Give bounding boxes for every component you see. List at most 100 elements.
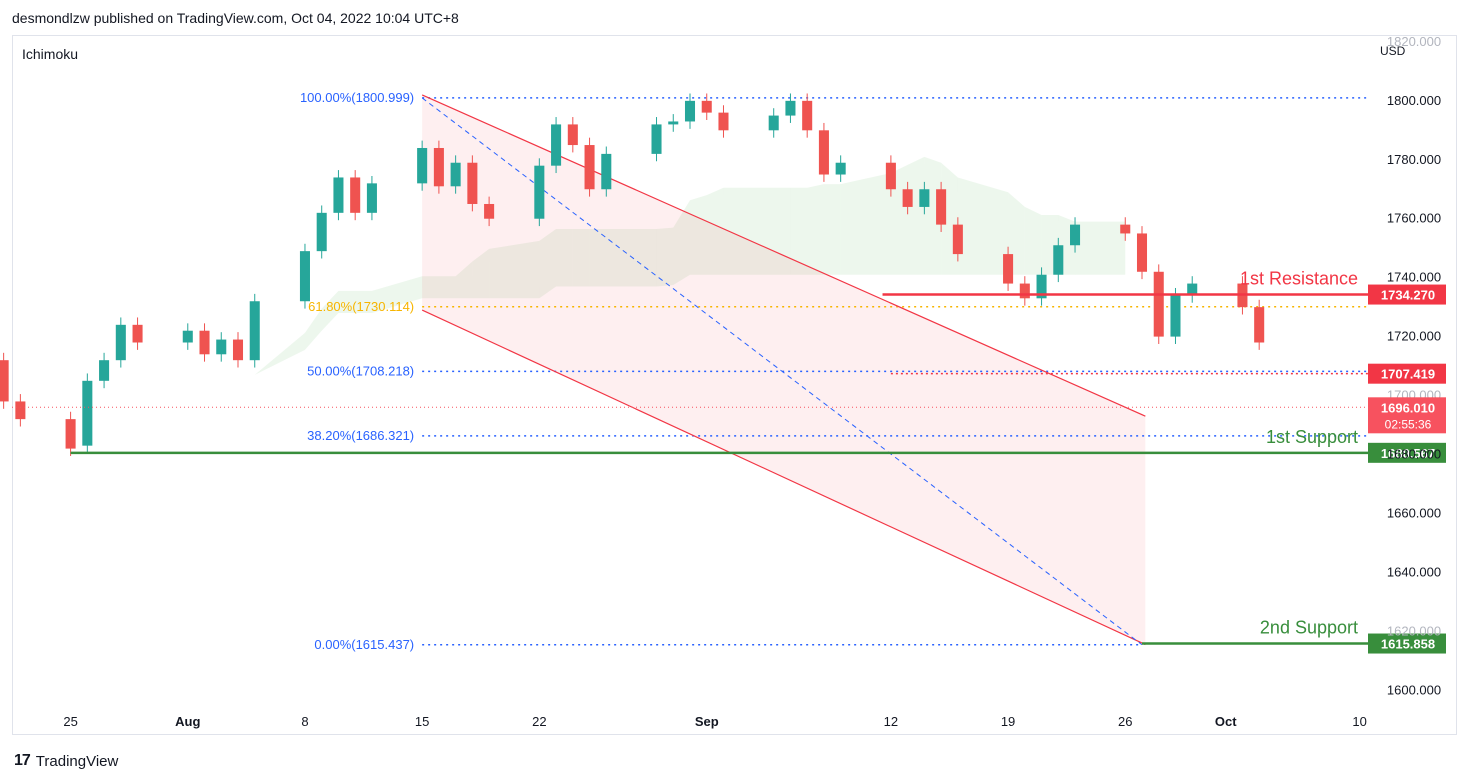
candle-body — [668, 121, 679, 125]
cloud-segment — [371, 276, 423, 314]
cloud-segment — [790, 187, 808, 275]
candle-body — [768, 115, 779, 131]
candle-body — [484, 203, 495, 219]
cloud-segment — [572, 229, 590, 287]
candle-body — [902, 189, 913, 207]
price-tick-label: 1640.000 — [1387, 564, 1441, 579]
channel-area — [422, 94, 1146, 645]
candle-body — [366, 183, 377, 213]
candle-body — [1170, 295, 1181, 337]
candle-body — [316, 212, 327, 252]
candle-body — [1254, 307, 1265, 343]
candle-body — [534, 165, 545, 219]
candle-body — [132, 324, 143, 343]
candle-body — [1136, 233, 1148, 272]
candle-body — [450, 162, 461, 187]
tradingview-brand[interactable]: 17 TradingView — [14, 752, 118, 770]
cloud-segment — [690, 195, 707, 275]
candle-body — [1120, 224, 1131, 234]
cloud-segment — [304, 308, 322, 350]
candle-body — [601, 153, 612, 190]
level-price-text: 1615.858 — [1381, 637, 1435, 652]
cloud-segment — [539, 229, 557, 299]
price-tick-label: 1820.000 — [1387, 34, 1441, 49]
candle-body — [684, 100, 696, 122]
price-axis[interactable]: 1600.000 1620.000 1640.000 1660.000 1680.000… — [1368, 34, 1446, 697]
candle-body — [551, 124, 562, 166]
time-tick-label: 22 — [532, 714, 546, 729]
candle-body — [350, 177, 361, 213]
time-tick-label: 8 — [301, 714, 308, 729]
candle-body — [567, 124, 578, 146]
candle-body — [333, 177, 344, 213]
time-tick-label: 15 — [415, 714, 429, 729]
price-badge-text: 1707.419 — [1381, 367, 1435, 382]
level-name: 1st Resistance — [1240, 269, 1358, 289]
fib-level-label: 0.00%(1615.437) — [314, 637, 414, 652]
cloud-segment — [840, 173, 891, 275]
fib-level-label: 61.80%(1730.114) — [308, 299, 414, 314]
candle-body — [467, 162, 478, 204]
level-price-badge — [1368, 284, 1446, 305]
fib-level-label: 50.00%(1708.218) — [307, 363, 414, 378]
candle-body — [718, 112, 729, 131]
price-tick-label: 1780.000 — [1387, 152, 1441, 167]
cloud-segment — [589, 229, 607, 287]
candle-body — [818, 130, 829, 175]
time-axis[interactable]: 25 Aug 8 15 22 Sep 12 19 26 Oct 10 — [63, 714, 1367, 729]
descending-channel — [421, 94, 1146, 646]
candle-body — [1019, 283, 1030, 299]
candle-body — [919, 189, 930, 207]
indicator-label: Ichimoku — [22, 46, 78, 62]
candle-body — [0, 360, 9, 402]
cloud-segment — [338, 290, 356, 314]
cloud-segment — [823, 184, 841, 275]
price-tick-label: 1720.000 — [1387, 329, 1441, 344]
cloud-segment — [556, 229, 573, 287]
candle-body — [249, 301, 260, 361]
candle-body — [182, 330, 193, 343]
currency-label: USD — [1380, 44, 1406, 58]
cloud-segment — [1024, 206, 1042, 275]
candle-body — [1070, 224, 1081, 246]
cloud-segment — [238, 374, 255, 387]
time-tick-label: 19 — [1001, 714, 1015, 729]
fib-trend-diagonal — [421, 97, 1143, 646]
support-resistance-levels: 1st Resistance 1734.270 1st Support 1680.56… — [12, 269, 1446, 654]
channel-upper-line — [421, 94, 1146, 417]
time-tick-label: Sep — [695, 714, 719, 729]
cloud-segment — [673, 200, 690, 286]
candle-body — [115, 324, 126, 361]
cloud-segment — [20, 410, 71, 426]
cloud-segment — [907, 156, 925, 275]
cloud-segment — [706, 187, 724, 275]
candle-body — [835, 162, 846, 175]
candle-body — [216, 339, 227, 355]
candle-body — [785, 100, 796, 116]
cloud-segment — [104, 386, 121, 405]
cloud-segment — [438, 276, 456, 299]
candle-body — [1003, 254, 1014, 284]
level-price-text: 1680.567 — [1381, 446, 1435, 461]
level-price-badge — [1368, 633, 1446, 654]
cloud-segment — [422, 276, 439, 299]
cloud-segment — [472, 248, 490, 299]
level-price-badge — [1368, 442, 1446, 463]
candle-body — [417, 147, 428, 184]
cloud-segment — [254, 332, 305, 375]
time-tick-label: 26 — [1118, 714, 1132, 729]
cloud-segment — [489, 240, 540, 299]
channel-lower-line — [421, 309, 1146, 646]
level-name: 2nd Support — [1260, 618, 1358, 638]
price-tick-label: 1680.000 — [1387, 446, 1441, 461]
candle-body — [802, 100, 813, 131]
cloud-segment — [807, 184, 824, 275]
cloud-segment — [924, 156, 942, 275]
time-tick-label: Oct — [1215, 714, 1237, 729]
time-tick-label: 25 — [63, 714, 77, 729]
price-badge — [1368, 397, 1446, 434]
time-tick-label: 10 — [1352, 714, 1366, 729]
cloud-segment — [606, 229, 657, 287]
ichimoku-cloud — [3, 156, 1126, 426]
